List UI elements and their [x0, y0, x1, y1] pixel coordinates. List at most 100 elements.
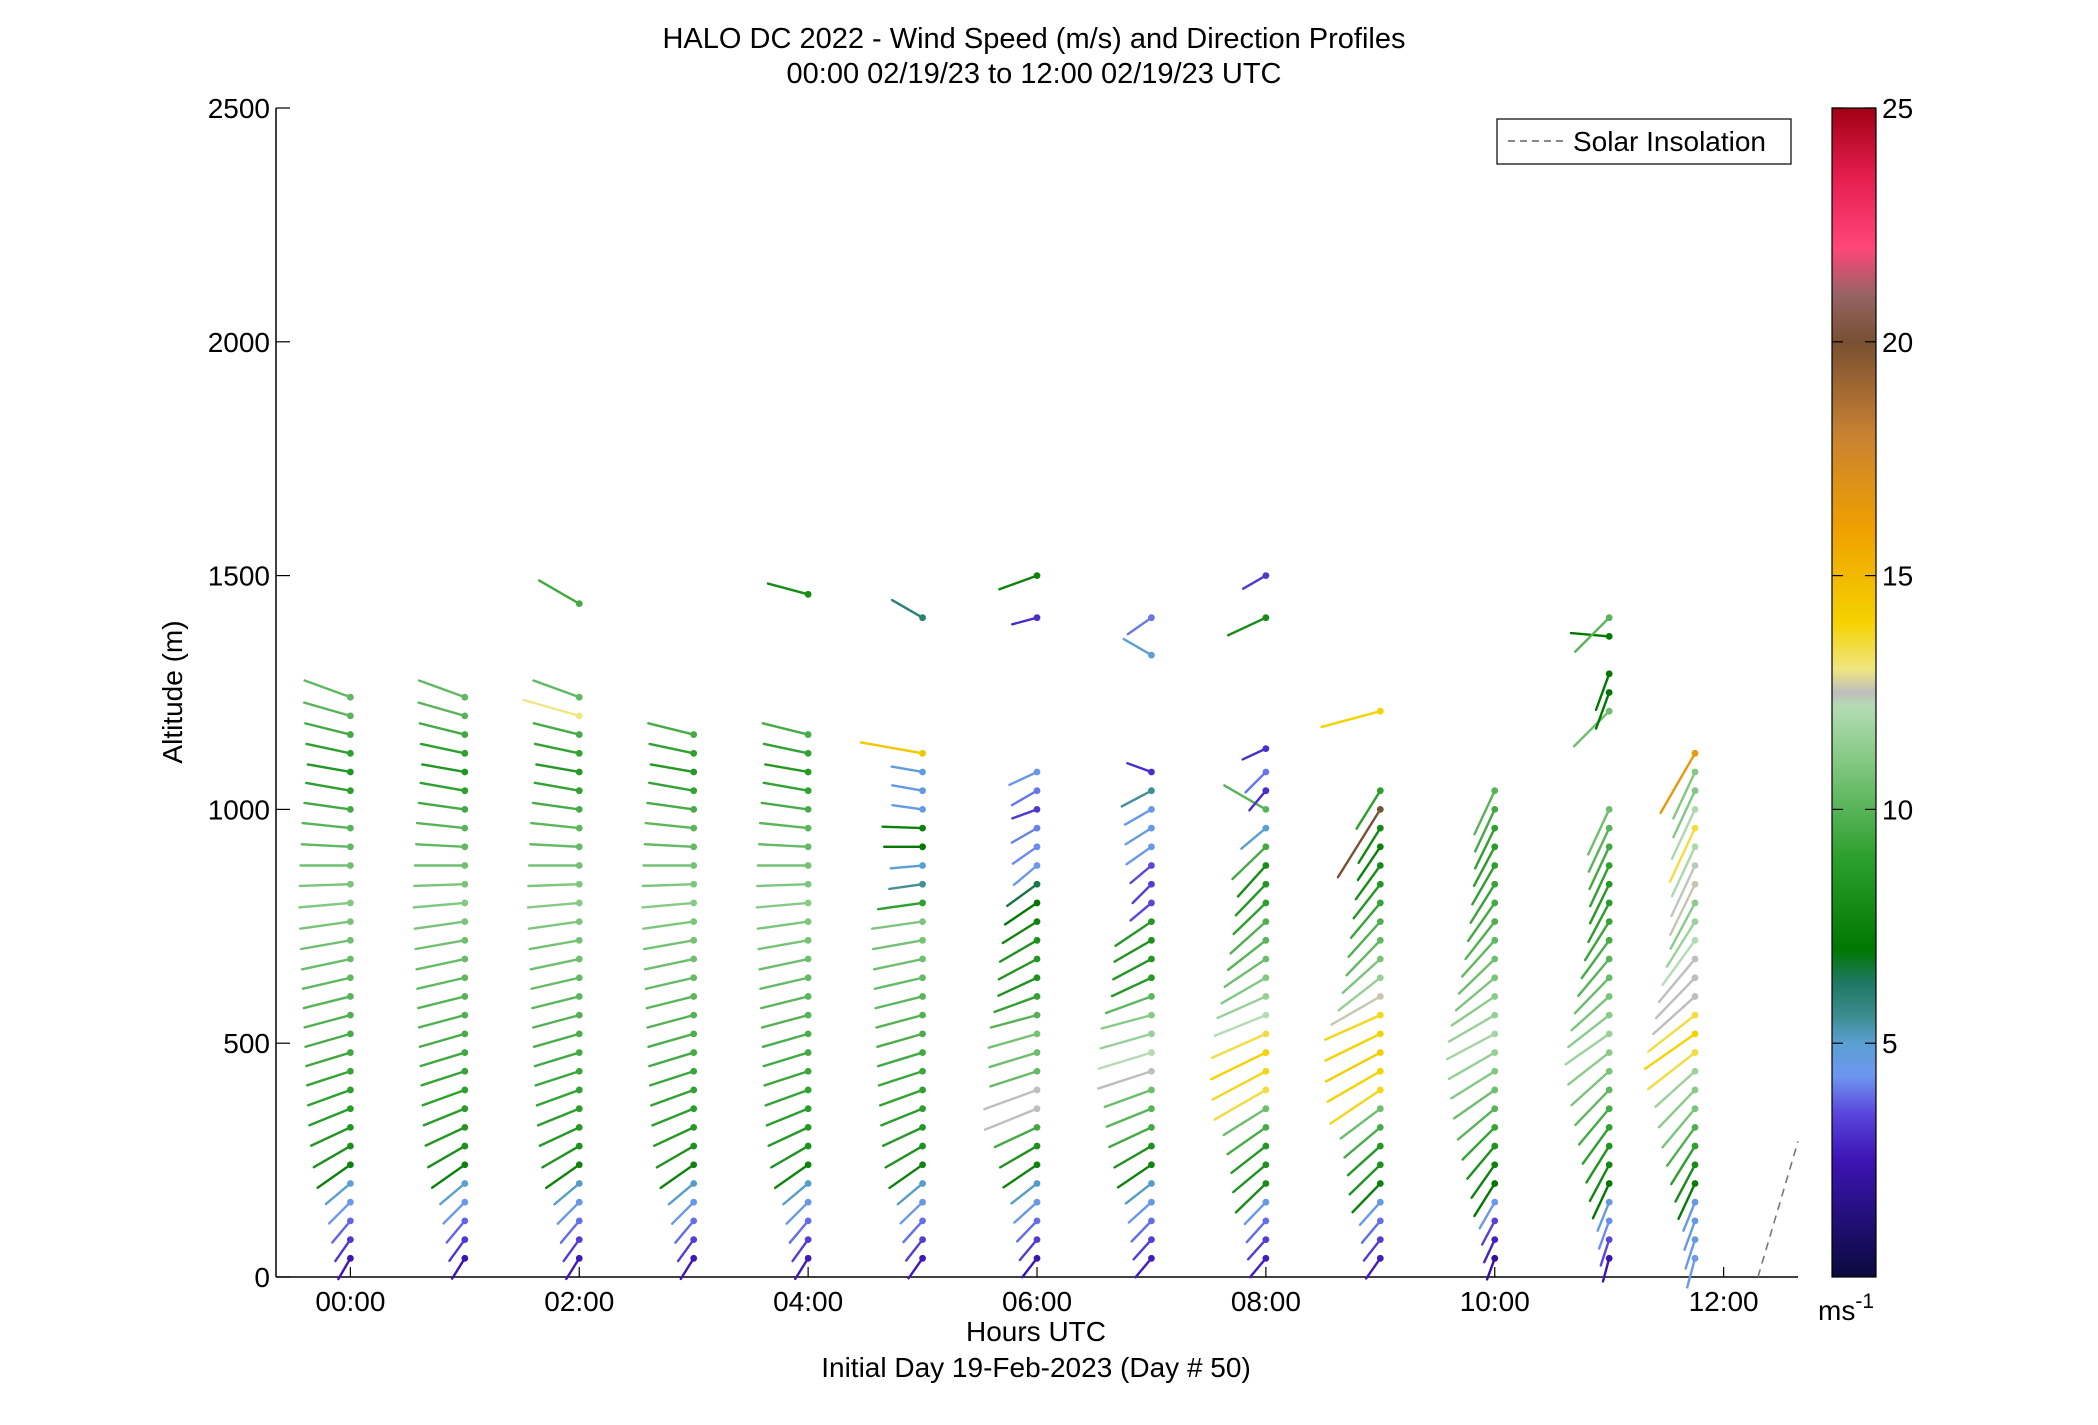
- barb-stick-5-16: [872, 957, 924, 971]
- barb-stick-2-5: [545, 1163, 581, 1190]
- barb-point-12-12: [1691, 1030, 1699, 1038]
- barb-stick-2-10: [534, 1070, 581, 1087]
- barb-point-2-23: [575, 824, 583, 832]
- wind-barbs-series: [298, 572, 1699, 1289]
- barb-point-11-7: [1605, 1123, 1613, 1131]
- barb-stick-3-25: [648, 781, 695, 792]
- barb-point-6-2: [1033, 1217, 1041, 1225]
- barb-stick-7-17: [1113, 939, 1153, 963]
- barb-point-8-5: [1262, 1161, 1270, 1169]
- barb-point-8-10: [1262, 1067, 1270, 1075]
- barb-stick-0-7: [310, 1126, 352, 1147]
- barb-point-10-16: [1491, 955, 1499, 963]
- barb-point-2-28: [575, 731, 583, 738]
- barb-point-10-20: [1491, 880, 1499, 888]
- barb-point-10-12: [1491, 1030, 1499, 1038]
- barb-stick-5-19: [876, 901, 924, 911]
- barb-stick-3-15: [644, 976, 695, 990]
- barb-point-6-14: [1033, 993, 1041, 1000]
- barb-stick-12-19: [1669, 901, 1697, 950]
- barb-point-6-4: [1033, 1180, 1041, 1187]
- barb-point-8-7: [1262, 1123, 1270, 1131]
- barb-stick-9-13: [1324, 1013, 1382, 1041]
- barb-stick-0-26: [306, 763, 352, 774]
- barb-stick-12-22: [1670, 845, 1697, 898]
- barb-point-1-16: [461, 955, 469, 963]
- barb-point-5-23: [919, 824, 926, 832]
- colorbar-tick-label-1: 10: [1882, 794, 1913, 825]
- barb-stick-1-6: [427, 1144, 467, 1169]
- barb-stick-6-21: [1012, 864, 1039, 887]
- barb-point-8-23: [1262, 824, 1270, 832]
- barb-point-11-24: [1605, 806, 1613, 813]
- barb-point-4-10: [804, 1067, 812, 1075]
- barb-stick-0-30: [303, 679, 352, 699]
- barb-point-12-10: [1691, 1067, 1699, 1075]
- x-axis-title: Hours UTC: [966, 1316, 1106, 1347]
- barb-point-9-5: [1376, 1161, 1384, 1169]
- barb-point-1-7: [461, 1123, 469, 1131]
- barb-point-6-15: [1033, 974, 1041, 982]
- barb-stick-8-20: [1234, 883, 1268, 917]
- barb-point-0-15: [346, 974, 354, 982]
- barb-stick-0-9: [307, 1088, 352, 1107]
- barb-stick-12-9: [1657, 1088, 1697, 1129]
- barb-point-7-17: [1148, 936, 1155, 944]
- barb-point-4-3: [804, 1198, 812, 1206]
- barb-stick-4-14: [760, 995, 810, 1010]
- barb-point-5-9: [919, 1086, 926, 1094]
- barb-point-5-25: [919, 787, 926, 795]
- barb-point-1-21: [461, 862, 469, 869]
- barb-point-0-22: [346, 843, 354, 851]
- barb-point-4-23: [804, 824, 812, 832]
- barb-point-5-3: [919, 1198, 926, 1206]
- barb-stick-12-21: [1670, 864, 1697, 918]
- barb-stick-0-0: [337, 1257, 352, 1281]
- barb-stick-3-28: [647, 722, 695, 736]
- barb-point-12-13: [1691, 1011, 1699, 1019]
- barb-point-1-23: [461, 824, 469, 832]
- barb-point-2-27: [575, 749, 583, 757]
- barb-point-12-14: [1691, 993, 1699, 1000]
- barb-stick-0-10: [305, 1070, 352, 1087]
- barb-stick-9-15: [1337, 976, 1382, 1012]
- barb-stick-0-28: [304, 722, 352, 736]
- barb-point-12-22: [1691, 843, 1699, 851]
- barb-point-6-21: [1033, 862, 1041, 869]
- barb-point-7-19: [1148, 899, 1155, 907]
- barb-point-7-5: [1148, 1161, 1155, 1169]
- barb-stick-5-21: [889, 864, 924, 870]
- barb-point-7-3: [1148, 1198, 1155, 1206]
- barb-stick-9-19: [1349, 901, 1382, 939]
- barb-stick-8-7: [1226, 1126, 1268, 1156]
- barb-stick-2-8: [536, 1107, 581, 1127]
- barb-stick-3-17: [643, 939, 695, 951]
- barb-stick-4-18: [756, 920, 810, 930]
- barb-point-7-24: [1148, 806, 1155, 813]
- barb-point-9-9: [1376, 1086, 1384, 1094]
- barb-point-1-8: [461, 1105, 469, 1113]
- barb-stick-5-4: [896, 1182, 924, 1206]
- barb-point-8-17: [1262, 936, 1270, 944]
- barb-stick-9-0: [1364, 1257, 1382, 1280]
- barb-point-6-19: [1033, 899, 1041, 907]
- barb-stick-2-1: [562, 1238, 581, 1263]
- barb-point-2-24: [575, 806, 583, 813]
- barb-point-12-18: [1691, 918, 1699, 926]
- barb-stick-5-7: [881, 1126, 924, 1147]
- barb-stick-2-9: [535, 1088, 581, 1107]
- barb-stick-11-0: [1601, 1257, 1611, 1283]
- barb-point-11-22: [1605, 843, 1613, 851]
- barb-point-6-7: [1033, 1123, 1041, 1131]
- barb-point-10-11: [1491, 1049, 1499, 1056]
- barb-point-2-4: [575, 1180, 583, 1187]
- barb-stick-2-30: [532, 679, 581, 699]
- barb-point-8-16: [1262, 955, 1270, 963]
- barb-stick-2-6: [541, 1144, 581, 1169]
- barb-stick-6-27: [1011, 616, 1039, 626]
- barb-stick-2-18: [527, 920, 581, 930]
- barb-stick-10-11: [1447, 1051, 1496, 1081]
- barb-point-5-2: [919, 1217, 926, 1225]
- barb-stick-6-8: [983, 1107, 1039, 1131]
- barb-stick-4-0: [794, 1257, 810, 1281]
